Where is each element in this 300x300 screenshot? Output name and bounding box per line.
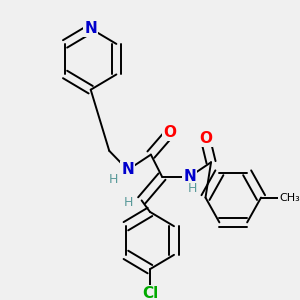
Text: O: O (199, 131, 212, 146)
Text: CH₃: CH₃ (280, 193, 300, 202)
Text: N: N (122, 162, 134, 177)
Text: H: H (109, 173, 119, 186)
Text: N: N (183, 169, 196, 184)
Text: N: N (84, 21, 97, 36)
Text: O: O (163, 125, 176, 140)
Text: H: H (124, 196, 134, 209)
Text: H: H (188, 182, 197, 196)
Text: Cl: Cl (142, 286, 158, 300)
